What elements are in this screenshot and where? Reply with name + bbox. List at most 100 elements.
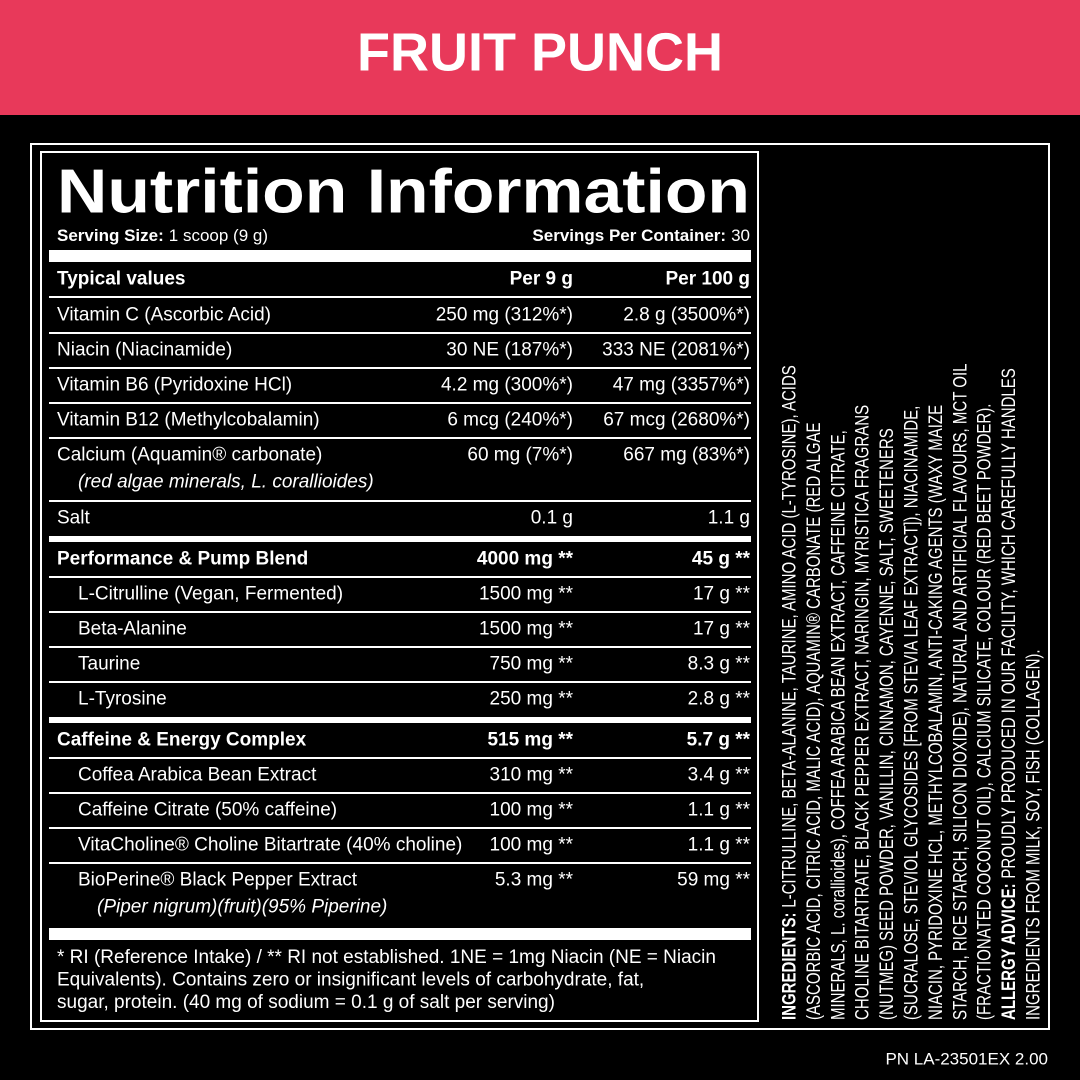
per-100g: 45 g ** (692, 549, 751, 570)
per-9g: 4000 mg ** (477, 549, 574, 570)
per-9g: 1500 mg ** (479, 584, 574, 605)
ingredient-line: (SUCRALOSE, STEVIOL GLYCOSIDES [FROM STE… (900, 406, 921, 1020)
row-name: Calcium (Aquamin® carbonate) (57, 445, 322, 466)
per-100g: 47 mg (3357%*) (613, 375, 750, 396)
row-name: Vitamin B12 (Methylcobalamin) (57, 410, 320, 431)
ingredient-line: MINERALS, L. corallioides), COFFEA ARABI… (827, 430, 848, 1020)
per-9g: 310 mg ** (490, 765, 574, 786)
outer-border (30, 143, 1050, 1030)
row-line (49, 296, 751, 298)
per-9g: 250 mg (312%*) (436, 305, 573, 326)
row-name: Typical values (57, 269, 186, 290)
footnote: Equivalents). Contains zero or insignifi… (57, 970, 644, 991)
serving-size: Serving Size: 1 scoop (9 g) (57, 226, 268, 245)
row-name: Performance & Pump Blend (57, 549, 308, 570)
row-name: Taurine (78, 654, 140, 675)
row-line (49, 757, 751, 759)
per-100g: 8.3 g ** (688, 654, 751, 675)
row-name: BioPerine® Black Pepper Extract (78, 870, 358, 891)
row-name: L-Tyrosine (78, 689, 167, 710)
per-100g: 5.7 g ** (687, 730, 751, 751)
per-9g: 6 mcg (240%*) (447, 410, 573, 431)
serving-value: 1 scoop (9 g) (169, 226, 268, 245)
rule (49, 536, 751, 542)
ingredient-text: STARCH, RICE STARCH, SILICON DIOXIDE), N… (949, 364, 970, 1020)
ingredient-text: (NUTMEG) SEED POWDER, VANILLIN, CINNAMON… (876, 428, 897, 1020)
row-name: Vitamin B6 (Pyridoxine HCl) (57, 375, 292, 396)
ingredient-text: CHOLINE BITARTRATE, BLACK PEPPER EXTRACT… (852, 405, 873, 1020)
per-9g: 5.3 mg ** (495, 870, 574, 891)
per-9g: 60 mg (7%*) (467, 445, 573, 466)
ingredient-heading: INGREDIENTS: (778, 912, 799, 1020)
row-line (49, 332, 751, 334)
footnote: sugar, protein. (40 mg of sodium = 0.1 g… (57, 992, 555, 1013)
per-100g: 667 mg (83%*) (623, 445, 750, 466)
row-line (49, 646, 751, 648)
nutrition-table: Typical values Per 9 g Per 100 g Vitamin C … (49, 250, 751, 1013)
ingredient-text: INGREDIENTS FROM MILK, SOY, FISH (COLLAG… (1022, 649, 1043, 1020)
ingredient-line: INGREDIENTS FROM MILK, SOY, FISH (COLLAG… (1022, 649, 1043, 1020)
footnote: * RI (Reference Intake) / ** RI not esta… (57, 947, 716, 968)
row-name: Caffeine & Energy Complex (57, 730, 307, 751)
per-100g: 67 mcg (2680%*) (603, 410, 750, 431)
row-line (49, 402, 751, 404)
per-9g: Per 9 g (510, 269, 573, 290)
ingredient-line: (FRACTIONATED COCONUT OIL), CALCIUM SILI… (974, 404, 995, 1020)
ingredient-line: STARCH, RICE STARCH, SILICON DIOXIDE), N… (949, 364, 970, 1020)
row-line (49, 367, 751, 369)
per-9g: 100 mg ** (490, 800, 574, 821)
row-line (49, 611, 751, 613)
servings-value: 30 (731, 226, 750, 245)
row-line (49, 681, 751, 683)
rule (49, 717, 751, 723)
row-sub: (Piper nigrum)(fruit)(95% Piperine) (97, 897, 387, 918)
per-100g: Per 100 g (666, 269, 751, 290)
rule (49, 928, 751, 940)
per-9g: 250 mg ** (490, 689, 574, 710)
ingredient-text: (ASCORBIC ACID, CITRIC ACID, MALIC ACID)… (803, 422, 824, 1020)
serving-label: Serving Size: (57, 226, 164, 245)
row-name: VitaCholine® Choline Bitartrate (40% cho… (78, 835, 462, 856)
per-9g: 30 NE (187%*) (446, 340, 573, 361)
row-line (49, 792, 751, 794)
ingredient-line: (NUTMEG) SEED POWDER, VANILLIN, CINNAMON… (876, 428, 897, 1020)
per-100g: 1.1 g (708, 508, 750, 529)
row-name: Beta-Alanine (78, 619, 187, 640)
per-9g: 4.2 mg (300%*) (441, 375, 573, 396)
per-100g: 59 mg ** (677, 870, 750, 891)
header-band (0, 0, 1080, 115)
row-name: Caffeine Citrate (50% caffeine) (78, 800, 337, 821)
ingredient-text: (FRACTIONATED COCONUT OIL), CALCIUM SILI… (974, 404, 995, 1020)
ingredient-text: NIACIN, PYRIDOXINE HCL, METHYLCOBALAMIN,… (925, 405, 946, 1020)
ingredient-text: MINERALS, L. corallioides), COFFEA ARABI… (827, 430, 848, 1020)
ingredient-line: (ASCORBIC ACID, CITRIC ACID, MALIC ACID)… (803, 422, 824, 1020)
flavour-title: FRUIT PUNCH (357, 22, 723, 82)
per-100g: 1.1 g ** (688, 800, 751, 821)
row-line (49, 500, 751, 502)
per-100g: 333 NE (2081%*) (602, 340, 750, 361)
per-9g: 515 mg ** (487, 730, 573, 751)
ingredient-text: L-CITRULLINE, BETA-ALANINE, TAURINE, AMI… (778, 365, 799, 908)
row-name: Coffea Arabica Bean Extract (78, 765, 317, 786)
part-number: PN LA-23501EX 2.00 (885, 1049, 1048, 1068)
ingredient-line: NIACIN, PYRIDOXINE HCL, METHYLCOBALAMIN,… (925, 405, 946, 1020)
row-line (49, 862, 751, 864)
per-100g: 1.1 g ** (688, 835, 751, 856)
per-100g: 17 g ** (693, 619, 751, 640)
ingredient-text: (SUCRALOSE, STEVIOL GLYCOSIDES [FROM STE… (900, 406, 921, 1020)
panel-border (40, 151, 759, 1022)
row-sub: (red algae minerals, L. corallioides) (78, 472, 374, 493)
per-100g: 2.8 g (3500%*) (623, 305, 750, 326)
ingredient-line: ALLERGY ADVICE: PROUDLY PRODUCED IN OUR F… (998, 368, 1019, 1020)
ingredient-line: CHOLINE BITARTRATE, BLACK PEPPER EXTRACT… (852, 405, 873, 1020)
row-name: L-Citrulline (Vegan, Fermented) (78, 584, 343, 605)
per-100g: 17 g ** (693, 584, 751, 605)
ingredient-line: INGREDIENTS: L-CITRULLINE, BETA-ALANINE, … (778, 365, 799, 1020)
servings: Servings Per Container: 30 (532, 226, 750, 245)
row-line (49, 576, 751, 578)
per-100g: 3.4 g ** (688, 765, 751, 786)
panel-title: Nutrition Information (57, 157, 750, 226)
per-100g: 2.8 g ** (688, 689, 751, 710)
